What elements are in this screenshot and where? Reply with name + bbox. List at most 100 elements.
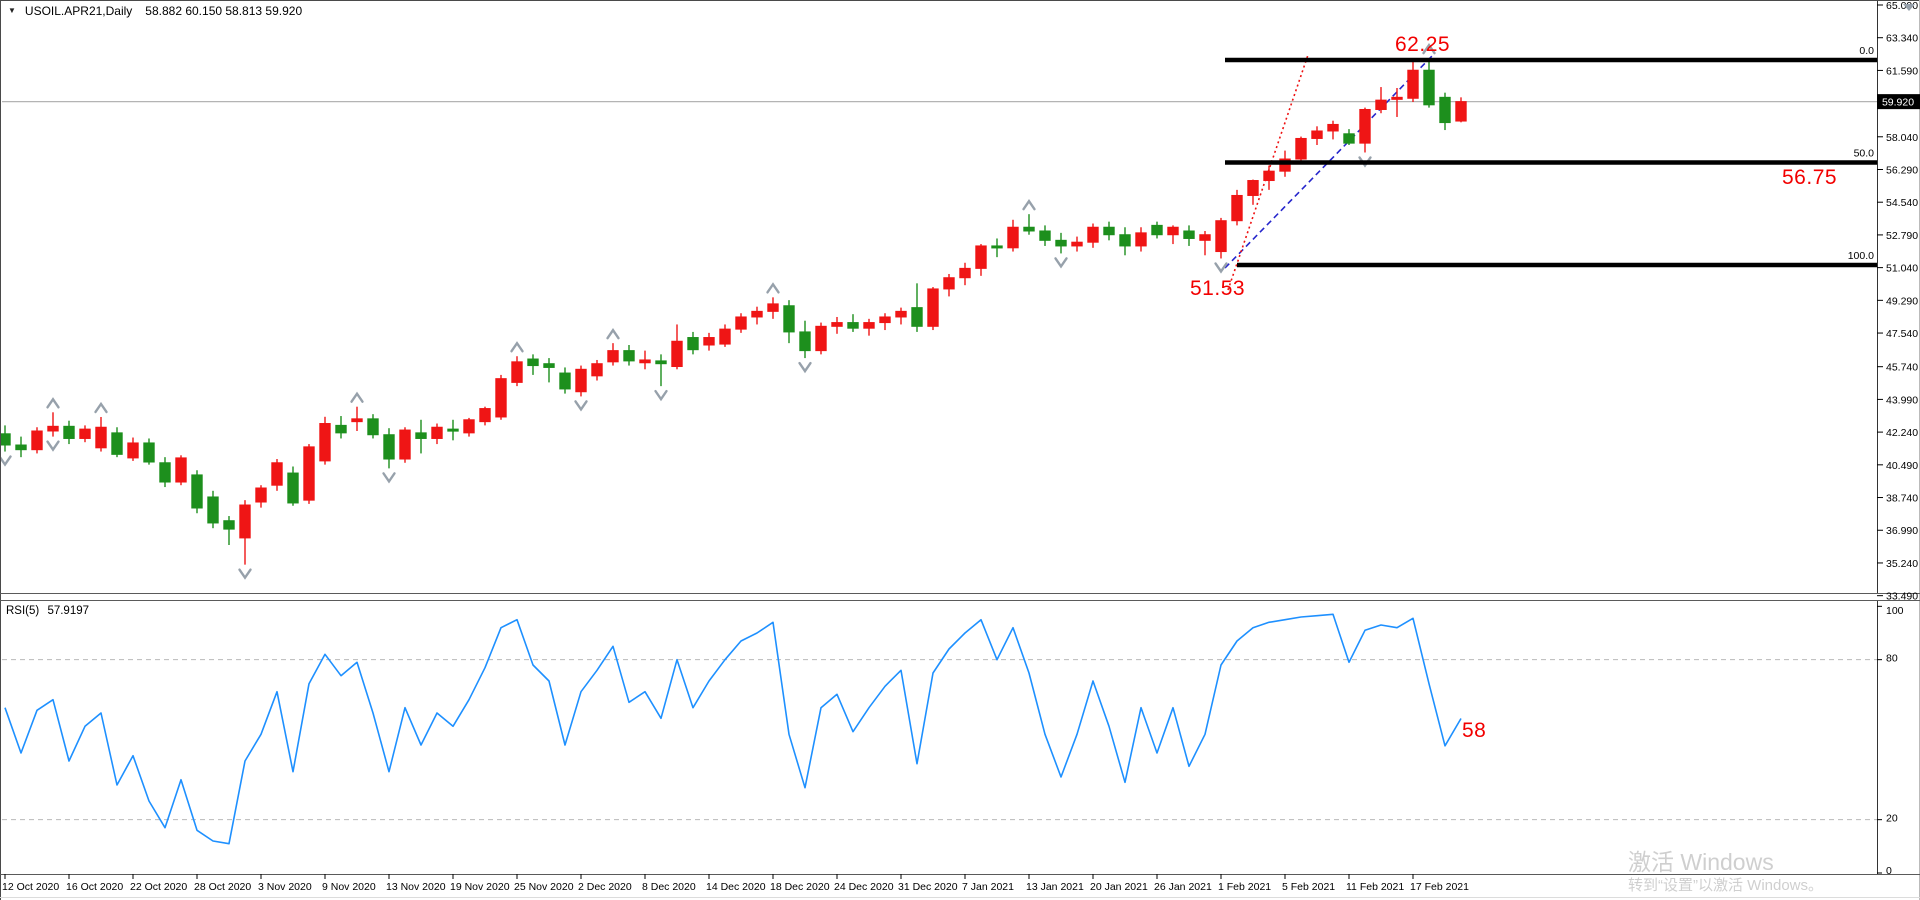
- candle-body: [1183, 230, 1195, 239]
- fractal-down-icon: [798, 361, 812, 374]
- candle-body: [0, 433, 11, 446]
- candle-body: [991, 245, 1003, 249]
- fractal-down-icon: [382, 472, 396, 484]
- candle-body: [415, 432, 427, 439]
- price-tick-label: 58.040: [1886, 132, 1918, 144]
- candle-body: [1295, 137, 1307, 160]
- candle-body: [1359, 108, 1371, 144]
- trendline-layer[interactable]: [1224, 54, 1434, 291]
- price-tick-label: 43.990: [1886, 394, 1918, 406]
- fib-high-annotation[interactable]: 62.25: [1395, 33, 1451, 56]
- rsi-value-annotation[interactable]: 58: [1462, 719, 1487, 742]
- date-tick-label: 9 Nov 2020: [322, 881, 376, 893]
- fib-level-label: 0.0: [1859, 45, 1874, 57]
- candle-body: [1135, 232, 1147, 247]
- fractal-up-icon: [766, 282, 780, 294]
- price-tick-label: 42.240: [1886, 427, 1918, 439]
- price-axis[interactable]: 65.090 63.340 61.590 58.040 56.290 54.540 52.7…: [1877, 0, 1920, 603]
- candle-body: [751, 310, 763, 318]
- date-tick-label: 13 Nov 2020: [386, 881, 446, 893]
- candle-body: [1071, 241, 1083, 247]
- fibonacci-layer[interactable]: 0.0 50.0 100.0: [1225, 45, 1877, 268]
- price-tick-label: 63.340: [1886, 33, 1918, 45]
- candle-body: [1407, 69, 1419, 99]
- candle-body: [47, 425, 59, 432]
- fractal-up-icon: [1422, 42, 1436, 55]
- date-tick-label: 19 Nov 2020: [450, 881, 510, 893]
- candle-body: [383, 434, 395, 460]
- date-tick-label: 25 Nov 2020: [514, 881, 574, 893]
- candle-body: [1439, 96, 1451, 124]
- fractal-down-icon: [654, 389, 668, 402]
- rsi-panel[interactable]: 100 80 20 0: [2, 605, 1904, 877]
- fractal-up-icon: [1022, 199, 1036, 211]
- candle-body: [575, 368, 587, 393]
- candle-body: [303, 446, 315, 501]
- candle-body: [1055, 239, 1067, 247]
- candle-body: [287, 472, 299, 504]
- windows-activation-watermark: 激活 Windows: [1628, 849, 1774, 875]
- current-price-badge: [1877, 94, 1920, 110]
- candle-body: [623, 350, 635, 362]
- candle-body: [1391, 96, 1403, 100]
- fractal-layer: [0, 42, 1436, 580]
- candle-body: [15, 444, 27, 451]
- date-tick-label: 31 Dec 2020: [898, 881, 958, 893]
- rsi-scale-label: 80: [1886, 653, 1898, 665]
- candle-body: [719, 328, 731, 345]
- candle-body: [175, 457, 187, 483]
- date-tick-label: 28 Oct 2020: [194, 881, 251, 893]
- symbol-dropdown-icon[interactable]: ▼: [8, 5, 16, 15]
- price-tick-label: 49.290: [1886, 295, 1918, 307]
- candle-body: [271, 462, 283, 486]
- time-axis[interactable]: 12 Oct 2020 16 Oct 2020 22 Oct 2020 28 Oct …: [2, 874, 1469, 893]
- candle-body: [943, 277, 955, 290]
- candle-body: [1023, 226, 1035, 232]
- fib-level-label: 100.0: [1848, 250, 1874, 262]
- candle-body: [959, 267, 971, 279]
- candle-body: [895, 310, 907, 318]
- fractal-up-icon: [510, 341, 524, 353]
- candle-body: [191, 474, 203, 509]
- candle-body: [543, 363, 555, 368]
- candle-body: [1215, 220, 1227, 253]
- candle-body: [671, 340, 683, 368]
- date-tick-label: 5 Feb 2021: [1282, 881, 1335, 893]
- candle-body: [1039, 230, 1051, 241]
- windows-activation-watermark-sub: 转到“设置”以激活 Windows。: [1628, 877, 1824, 894]
- candle-body: [527, 358, 539, 367]
- candle-body: [1119, 234, 1131, 247]
- candle-body: [847, 322, 859, 329]
- trendline-1[interactable]: [1227, 54, 1309, 291]
- symbol-title: USOIL.APR21,Daily: [24, 4, 133, 18]
- candle-body: [143, 442, 155, 463]
- fractal-down-icon: [1214, 262, 1228, 274]
- date-tick-label: 8 Dec 2020: [642, 881, 696, 893]
- chart-shift-marker-icon[interactable]: [1903, 4, 1915, 11]
- candle-body: [1087, 226, 1099, 243]
- fractal-up-icon: [46, 397, 60, 409]
- price-tick-label: 35.240: [1886, 558, 1918, 570]
- fib-low-annotation[interactable]: 51.53: [1190, 277, 1246, 300]
- candle-body: [927, 288, 939, 327]
- current-price-badge-text: 59.920: [1882, 97, 1914, 109]
- candle-body: [703, 337, 715, 346]
- date-tick-label: 7 Jan 2021: [962, 881, 1014, 893]
- candle-body: [815, 325, 827, 352]
- fractal-up-icon: [94, 401, 108, 414]
- price-tick-label: 56.290: [1886, 164, 1918, 176]
- date-tick-label: 20 Jan 2021: [1090, 881, 1148, 893]
- candle-body: [447, 428, 459, 432]
- date-tick-label: 22 Oct 2020: [130, 881, 187, 893]
- rsi-current-value: 57.9197: [47, 605, 90, 617]
- fractal-down-icon: [1358, 156, 1372, 168]
- date-tick-label: 18 Dec 2020: [770, 881, 830, 893]
- candlestick-layer: [0, 58, 1467, 565]
- candle-body: [1279, 158, 1291, 172]
- candle-body: [335, 424, 347, 434]
- candle-body: [735, 316, 747, 330]
- rsi-scale-label: 0: [1886, 865, 1892, 877]
- fib-mid-annotation[interactable]: 56.75: [1782, 166, 1838, 189]
- date-tick-label: 13 Jan 2021: [1026, 881, 1084, 893]
